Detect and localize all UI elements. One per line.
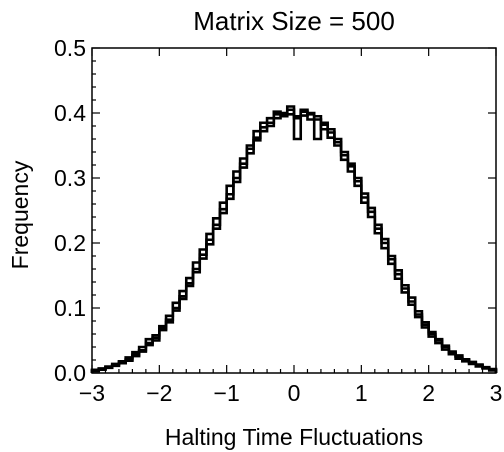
y-tick-label: 0.3 [54, 165, 86, 191]
y-tick-label: 0.2 [54, 230, 86, 256]
series-layer [90, 105, 498, 373]
plot-frame [91, 47, 497, 374]
y-tick-label: 0.1 [54, 295, 86, 321]
x-tick-label: 2 [422, 380, 435, 406]
x-tick-label: 1 [355, 380, 368, 406]
y-tick-label: 0.4 [54, 100, 86, 126]
x-axis-label: Halting Time Fluctuations [165, 424, 423, 450]
y-tick-label: 0.5 [54, 35, 86, 61]
x-tick-label: −3 [79, 380, 105, 406]
chart-title: Matrix Size = 500 [193, 6, 395, 36]
x-tick-label: −2 [146, 380, 172, 406]
histogram-series-3 [90, 111, 498, 373]
x-tick-label: 0 [288, 380, 301, 406]
y-axis-label: Frequency [7, 160, 33, 269]
x-tick-label: 3 [490, 380, 503, 406]
y-axis: 0.0 0.1 0.2 0.3 0.4 0.5 [54, 35, 496, 386]
y-tick-label: 0.0 [54, 360, 86, 386]
x-tick-label: −1 [214, 380, 240, 406]
x-axis: −3 −2 −1 0 1 2 3 [79, 48, 503, 406]
